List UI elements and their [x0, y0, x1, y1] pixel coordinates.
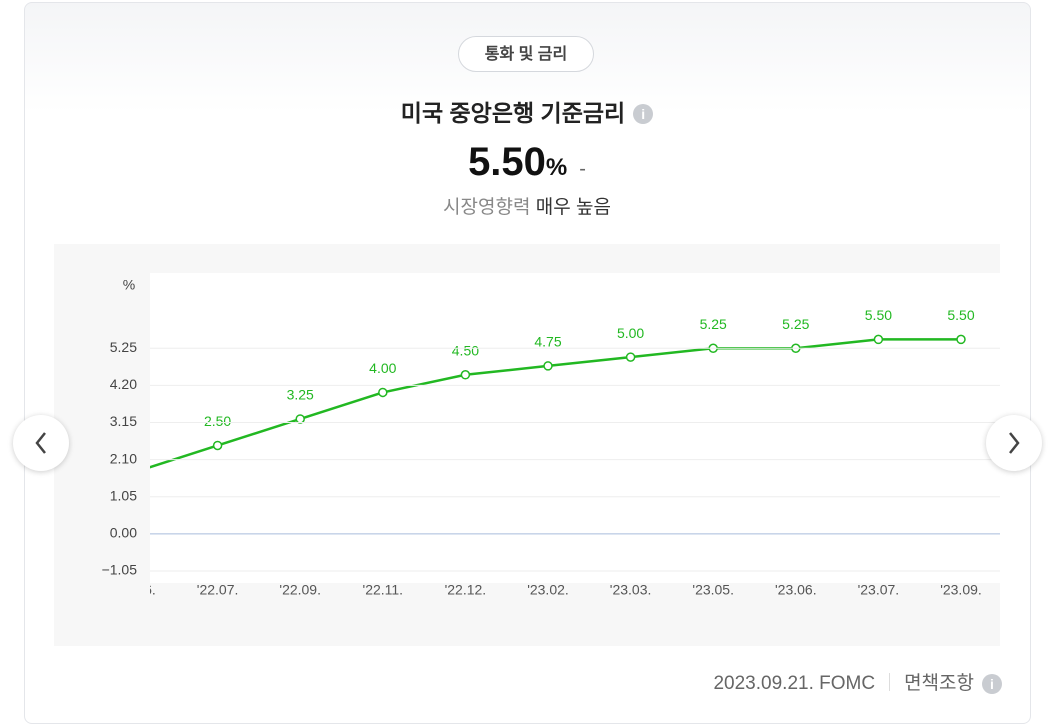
y-unit: %: [123, 277, 135, 293]
point: [873, 334, 884, 345]
x-tick-label: '22.06.: [114, 582, 156, 598]
title-row: 미국 중앙은행 기준금리 i: [0, 94, 1054, 128]
x-tick-label: '23.05.: [692, 582, 734, 598]
value-label: 5.50: [947, 307, 974, 323]
next-icon: [1009, 432, 1020, 454]
value-label: 5.00: [617, 325, 644, 341]
point: [295, 414, 305, 424]
x-tick-label: '23.03.: [610, 582, 652, 598]
value-label: 2.50: [204, 413, 231, 429]
value-change: -: [579, 158, 586, 180]
value-label: 3.25: [287, 387, 314, 403]
plot: '22.06. '22.07. '22.09. '22.11. '22.12. '23.0…: [114, 307, 982, 598]
current-value: 5.50: [468, 140, 546, 184]
title: 미국 중앙은행 기준금리: [400, 100, 626, 126]
value-label: 5.50: [865, 307, 892, 323]
chart: % '22.06. '22.07. '22.09. '22.11. '22.12. '23…: [102, 273, 1000, 598]
x-tick-label: '23.06.: [775, 582, 817, 598]
value-label: 5.25: [700, 316, 727, 332]
x-tick-label: '22.07.: [197, 582, 239, 598]
value-label: 4.75: [534, 334, 561, 350]
value-label: 4.50: [452, 342, 479, 358]
x-tick-label: '22.12.: [445, 582, 487, 598]
value-row: 5.50% -: [0, 140, 1054, 185]
info-icon[interactable]: i: [982, 674, 1002, 694]
value-unit: %: [545, 154, 568, 181]
x-tick-label: '22.09.: [279, 582, 321, 598]
separator: [889, 673, 891, 691]
x-tick-label: '22.11.: [363, 582, 404, 598]
source: 2023.09.21. FOMC: [713, 673, 876, 694]
point: [378, 387, 388, 398]
x-tick-label: '23.09.: [940, 582, 982, 598]
y-tick-label: 2.10: [110, 450, 137, 466]
point: [131, 468, 139, 476]
impact-label: 시장영향력: [443, 197, 531, 218]
point: [956, 334, 966, 345]
footer: 2023.09.21. FOMC 면책조항 i: [713, 668, 1002, 695]
plot-area: [150, 273, 1000, 583]
y-tick-label: −1.05: [102, 562, 138, 578]
impact-value: 매우 높음: [535, 197, 611, 218]
x-tick-label: '23.02.: [527, 582, 569, 598]
disclaimer[interactable]: 면책조항: [904, 673, 974, 694]
x-tick-label: '23.07.: [858, 582, 900, 598]
y-tick-label: 4.20: [110, 376, 137, 392]
chart-panel: % '22.06. '22.07. '22.09. '22.11. '22.12. '23…: [54, 244, 1000, 646]
value-label: 5.25: [782, 316, 809, 332]
next-button[interactable]: [986, 415, 1042, 471]
point: [460, 370, 471, 380]
value-label: 4.00: [369, 360, 396, 376]
prev-icon: [35, 432, 46, 454]
point: [543, 361, 553, 371]
point: [212, 440, 223, 451]
impact-row: 시장영향력 매우 높음: [0, 192, 1054, 219]
y-tick-label: 1.05: [110, 487, 137, 503]
y-tick-label: 0.00: [110, 525, 137, 541]
info-icon[interactable]: i: [633, 104, 654, 124]
prev-button[interactable]: [13, 415, 69, 471]
point: [625, 352, 636, 362]
y-tick-label: 5.25: [110, 339, 137, 355]
y-tick-label: 3.15: [110, 413, 137, 429]
category-tag[interactable]: 통화 및 금리: [458, 36, 594, 72]
